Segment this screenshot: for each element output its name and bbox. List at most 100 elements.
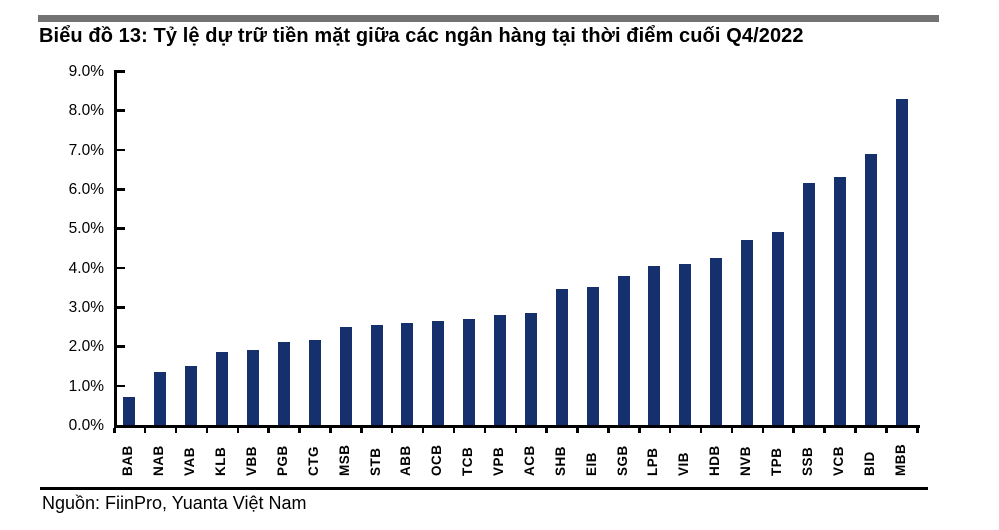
bar-stb bbox=[370, 325, 383, 425]
bar-klb bbox=[216, 352, 229, 425]
bar-vcb bbox=[833, 177, 846, 425]
x-axis-label: MSB bbox=[336, 444, 352, 477]
x-axis-label: PGB bbox=[274, 445, 290, 476]
y-axis-tick bbox=[117, 188, 125, 191]
x-axis-tick bbox=[761, 428, 765, 433]
x-axis-tick bbox=[113, 428, 116, 433]
bar-shb bbox=[555, 289, 568, 425]
bar-vib bbox=[679, 264, 692, 425]
y-axis-tick bbox=[117, 70, 125, 73]
x-axis-tick bbox=[483, 428, 487, 433]
x-axis-tick bbox=[792, 428, 795, 433]
x-axis-tick bbox=[205, 428, 209, 433]
bar-vpb bbox=[494, 315, 507, 425]
bar-tcb bbox=[463, 319, 476, 425]
x-axis-label: VIB bbox=[676, 451, 692, 476]
x-axis-label: BAB bbox=[120, 445, 136, 476]
bar-bid bbox=[864, 154, 877, 425]
y-axis-tick bbox=[117, 384, 125, 388]
y-axis-label: 5.0% bbox=[68, 220, 104, 238]
x-axis-label: ABB bbox=[398, 445, 414, 476]
y-axis-tick bbox=[117, 227, 125, 230]
x-axis-label: SGB bbox=[614, 445, 630, 476]
x-axis-label: EIB bbox=[583, 451, 599, 476]
bar-nab bbox=[154, 372, 167, 425]
y-axis-label: 7.0% bbox=[68, 141, 104, 159]
x-axis-label: NVB bbox=[738, 445, 754, 476]
x-axis-tick bbox=[916, 428, 919, 433]
x-axis-tick bbox=[854, 428, 857, 433]
x-axis-tick bbox=[885, 428, 888, 433]
x-axis-line bbox=[114, 425, 920, 428]
bar-mbb bbox=[895, 99, 908, 425]
bar-pgb bbox=[277, 342, 290, 425]
x-axis-tick bbox=[730, 428, 734, 433]
x-axis-label: VAB bbox=[182, 446, 198, 476]
x-axis-tick bbox=[638, 428, 641, 433]
x-axis-tick bbox=[329, 428, 332, 433]
x-axis-tick bbox=[514, 428, 517, 433]
x-axis-label: VBB bbox=[243, 445, 259, 476]
y-axis-label: 3.0% bbox=[68, 299, 104, 316]
x-axis-tick bbox=[360, 428, 363, 433]
x-axis-label: CTG bbox=[305, 446, 321, 476]
x-axis-tick bbox=[298, 428, 301, 433]
x-axis-label: TCB bbox=[460, 446, 476, 476]
x-axis-tick bbox=[421, 428, 425, 433]
x-axis-label: STB bbox=[367, 447, 383, 477]
y-axis-label: 2.0% bbox=[68, 338, 104, 356]
bar-lpb bbox=[648, 266, 661, 425]
bar-sgb bbox=[617, 276, 630, 425]
bar-msb bbox=[339, 327, 352, 425]
bar-tpb bbox=[772, 232, 785, 425]
x-axis-tick bbox=[143, 428, 147, 433]
bar-acb bbox=[524, 313, 537, 425]
bar-bab bbox=[123, 397, 136, 425]
x-axis-label: OCB bbox=[429, 444, 445, 477]
bar-vbb bbox=[246, 350, 259, 425]
y-axis-label: 6.0% bbox=[68, 181, 104, 198]
title-top-rule bbox=[38, 15, 939, 22]
bar-ssb bbox=[802, 183, 815, 425]
y-axis-line bbox=[114, 70, 117, 428]
y-axis-tick bbox=[117, 306, 125, 309]
x-axis-label: ACB bbox=[521, 445, 537, 476]
x-axis-tick bbox=[452, 428, 456, 433]
source-text: Nguồn: FiinPro, Yuanta Việt Nam bbox=[42, 493, 307, 513]
x-axis-tick bbox=[236, 428, 240, 433]
y-axis-label: 4.0% bbox=[68, 259, 104, 277]
chart-title: Biểu đồ 13: Tỷ lệ dự trữ tiền mặt giữa c… bbox=[39, 25, 804, 47]
bar-nvb bbox=[741, 240, 754, 425]
x-axis-label: KLB bbox=[213, 446, 229, 476]
y-axis-tick bbox=[117, 109, 125, 112]
x-axis-label: VPB bbox=[491, 446, 507, 476]
x-axis-tick bbox=[668, 428, 672, 433]
x-axis-tick bbox=[607, 428, 610, 433]
y-axis-tick bbox=[117, 266, 125, 270]
x-axis-tick bbox=[267, 428, 270, 433]
x-axis-label: TPB bbox=[769, 447, 785, 477]
y-axis-label: 9.0% bbox=[68, 63, 104, 80]
bar-ctg bbox=[308, 340, 321, 425]
bar-vab bbox=[185, 366, 198, 425]
x-axis-label: LPB bbox=[645, 447, 661, 477]
x-axis-tick bbox=[699, 428, 703, 433]
x-axis-tick bbox=[823, 428, 826, 433]
x-axis-label: SSB bbox=[799, 446, 815, 476]
x-axis-label: NAB bbox=[151, 445, 167, 476]
y-axis-tick bbox=[117, 148, 125, 152]
x-axis-label: VCB bbox=[830, 445, 846, 476]
x-axis-label: BID bbox=[861, 451, 877, 476]
x-axis-label: HDB bbox=[707, 445, 723, 476]
footer-rule bbox=[40, 487, 928, 490]
x-axis-tick bbox=[174, 428, 178, 433]
x-axis-tick bbox=[390, 428, 394, 433]
bar-eib bbox=[586, 287, 599, 425]
y-axis-tick bbox=[117, 345, 125, 348]
bar-ocb bbox=[432, 321, 445, 425]
y-axis-label: 1.0% bbox=[68, 377, 104, 395]
x-axis-label: SHB bbox=[552, 445, 568, 476]
bar-hdb bbox=[710, 258, 723, 425]
